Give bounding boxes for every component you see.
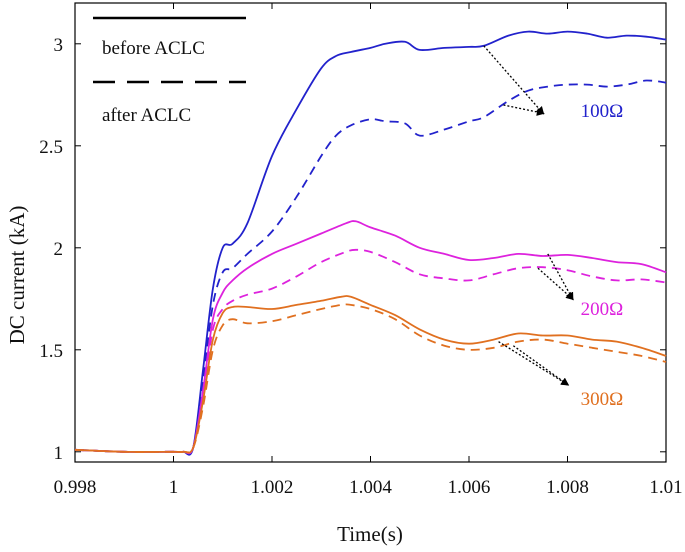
x-tick-label: 1.006 — [448, 477, 491, 498]
series-line — [74, 303, 667, 454]
annotation-arrow — [547, 253, 574, 301]
y-tick-label: 2.5 — [39, 137, 63, 158]
legend: before ACLC after ACLC — [93, 16, 246, 126]
x-tick-label: 0.998 — [54, 477, 97, 498]
annotation-arrow — [512, 345, 570, 386]
plot-area-border — [74, 2, 667, 463]
y-tick-label: 1.5 — [39, 341, 63, 362]
tick-layer: 0.998 1 1.002 1.004 1.006 1.008 1.01 1 1.5 2 2.5 3 — [39, 3, 683, 498]
annotation-layer: 100Ω 200Ω 300Ω — [483, 45, 624, 410]
x-tick-label: 1 — [169, 477, 179, 498]
annotation-label: 300Ω — [581, 389, 624, 410]
annotation-arrow — [498, 341, 570, 386]
y-tick-label: 3 — [54, 35, 64, 56]
x-tick-label: 1.002 — [251, 477, 294, 498]
legend-entry-after: after ACLC — [102, 105, 191, 126]
plot-frame — [74, 2, 667, 463]
annotation-label: 200Ω — [581, 299, 624, 320]
annotation-arrow — [537, 267, 574, 301]
x-axis-label: Time(s) — [337, 522, 403, 546]
series-line — [74, 248, 667, 454]
y-tick-label: 2 — [54, 239, 64, 260]
annotation-arrow — [503, 104, 545, 116]
x-tick-label: 1.01 — [649, 477, 682, 498]
series-line — [74, 30, 667, 456]
x-tick-label: 1.004 — [349, 477, 392, 498]
legend-entry-before: before ACLC — [102, 38, 205, 59]
annotation-arrow — [483, 45, 545, 115]
series-line — [74, 79, 667, 455]
series-layer — [74, 30, 667, 456]
x-tick-label: 1.008 — [546, 477, 589, 498]
y-axis-label: DC current (kA) — [5, 206, 29, 345]
annotation-label: 100Ω — [581, 101, 624, 122]
y-tick-label: 1 — [54, 443, 64, 464]
series-line — [74, 295, 667, 454]
